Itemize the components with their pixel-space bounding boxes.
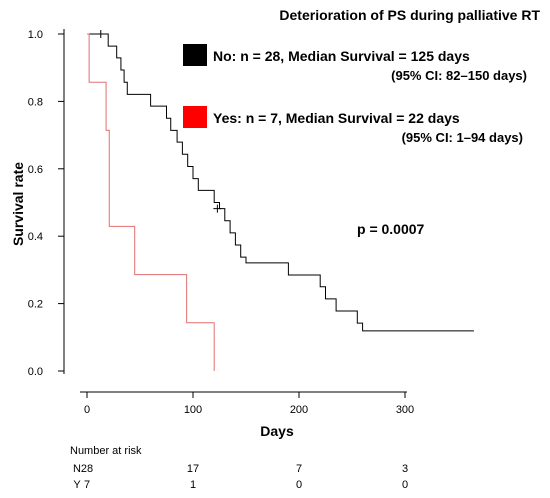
- risk-row-label: N: [73, 463, 81, 475]
- x-ticks: 0 100 200 300: [84, 392, 414, 416]
- curve-no: [87, 33, 474, 332]
- survival-curves: [87, 30, 474, 371]
- legend-ci-no: (95% CI: 82–150 days): [391, 68, 527, 83]
- risk-cell: 7: [296, 463, 302, 475]
- legend-ci-yes: (95% CI: 1–94 days): [402, 130, 523, 145]
- y-tick-label: 0.2: [28, 299, 43, 311]
- y-tick-label: 0.8: [28, 96, 43, 108]
- y-tick-label: 0.6: [28, 164, 43, 176]
- risk-cell: 28: [81, 463, 93, 475]
- legend-swatch-no: [183, 44, 207, 66]
- risk-cell: 1: [190, 479, 196, 491]
- risk-cell: 7: [84, 479, 90, 491]
- y-ticks: 0.0 0.2 0.4 0.6 0.8 1.0: [28, 29, 64, 378]
- x-tick-label: 100: [184, 404, 202, 416]
- x-tick-label: 0: [84, 404, 90, 416]
- y-tick-label: 0.4: [28, 231, 43, 243]
- censor-mark: [213, 204, 222, 213]
- risk-table: N 28 17 7 3Y 7 1 0 0: [73, 463, 408, 491]
- risk-cell: 17: [187, 463, 199, 475]
- x-tick-label: 300: [396, 404, 414, 416]
- x-tick-label: 200: [290, 404, 308, 416]
- risk-table-title: Number at risk: [70, 445, 142, 457]
- legend-label-yes: Yes: n = 7, Median Survival = 22 days: [213, 110, 460, 126]
- legend-swatch-yes: [183, 106, 207, 128]
- y-axis-title: Survival rate: [10, 162, 26, 246]
- legend-label-no: No: n = 28, Median Survival = 125 days: [213, 48, 470, 64]
- curve-yes: [87, 33, 215, 371]
- risk-cell: 3: [402, 463, 408, 475]
- p-value: p = 0.0007: [357, 221, 425, 237]
- y-tick-label: 1.0: [28, 29, 43, 41]
- x-axis-title: Days: [260, 423, 294, 439]
- censor-mark: [96, 30, 105, 38]
- y-tick-label: 0.0: [28, 366, 43, 378]
- risk-row-label: Y: [73, 479, 81, 491]
- risk-cell: 0: [296, 479, 302, 491]
- risk-cell: 0: [402, 479, 408, 491]
- chart-title: Deterioration of PS during palliative RT: [279, 7, 540, 23]
